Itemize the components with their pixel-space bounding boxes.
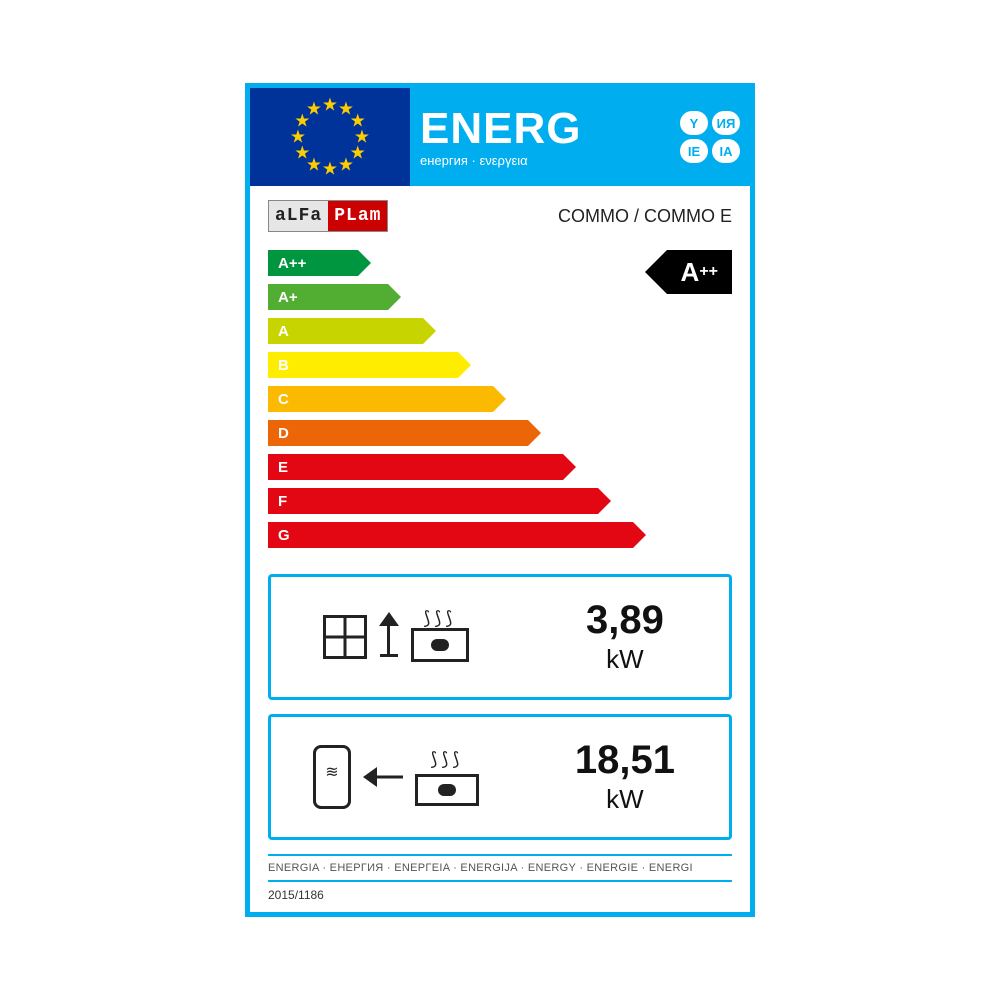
energ-block: ENERG енергия · ενεργεια YИЯIEIA (410, 88, 750, 186)
rating-arrow: A++ (268, 250, 371, 276)
rating-badge: A++ (645, 250, 732, 294)
rating-arrow: F (268, 488, 611, 514)
suffix-pill: Y (680, 111, 708, 135)
output-value: 3,89 (521, 600, 729, 640)
arrow-left-icon (363, 767, 403, 787)
brand-row: aLFa PLam COMMO / COMMO E (268, 200, 732, 232)
output-icons: ⟆⟆⟆ (271, 612, 521, 662)
output-box: ⟆⟆⟆ 3,89 kW (268, 574, 732, 700)
eu-flag-icon: ★★★★★★★★★★★★ (250, 88, 410, 186)
brand-logo-right: PLam (328, 201, 387, 231)
output-box: ⟆⟆⟆ 18,51 kW (268, 714, 732, 840)
header: ★★★★★★★★★★★★ ENERG енергия · ενεργεια YИ… (250, 88, 750, 186)
suffix-pill: IE (680, 139, 708, 163)
model-name: COMMO / COMMO E (558, 206, 732, 227)
rating-scale: A++ A++ A+ ABCDEFG (268, 250, 732, 560)
output-icons: ⟆⟆⟆ (271, 745, 521, 809)
window-icon (323, 615, 367, 659)
output-value: 18,51 (521, 740, 729, 780)
rating-arrow: A (268, 318, 436, 344)
output-unit: kW (521, 784, 729, 815)
boiler-icon: ⟆⟆⟆ (415, 749, 479, 806)
brand-logo: aLFa PLam (268, 200, 388, 232)
header-suffix: YИЯIEIA (680, 111, 740, 163)
rating-arrow: D (268, 420, 541, 446)
output-unit: kW (521, 644, 729, 675)
lamp-icon (379, 612, 399, 662)
rating-arrow: A+ (268, 284, 401, 310)
energy-label: ★★★★★★★★★★★★ ENERG енергия · ενεργεια YИ… (245, 83, 755, 917)
water-tank-icon (313, 745, 351, 809)
header-title: ENERG (420, 107, 581, 151)
rating-arrow: E (268, 454, 576, 480)
footer-regulation: 2015/1186 (268, 880, 732, 904)
suffix-pill: IA (712, 139, 740, 163)
rating-arrow: G (268, 522, 646, 548)
footer-languages: ENERGIA · ЕНЕРГИЯ · ΕΝΕΡΓΕΙΑ · ENERGIJA … (268, 854, 732, 880)
rating-arrow: C (268, 386, 506, 412)
suffix-pill: ИЯ (712, 111, 740, 135)
header-subtitle: енергия · ενεργεια (420, 153, 581, 168)
stove-icon: ⟆⟆⟆ (411, 612, 469, 662)
brand-logo-left: aLFa (269, 201, 328, 231)
rating-arrow: B (268, 352, 471, 378)
